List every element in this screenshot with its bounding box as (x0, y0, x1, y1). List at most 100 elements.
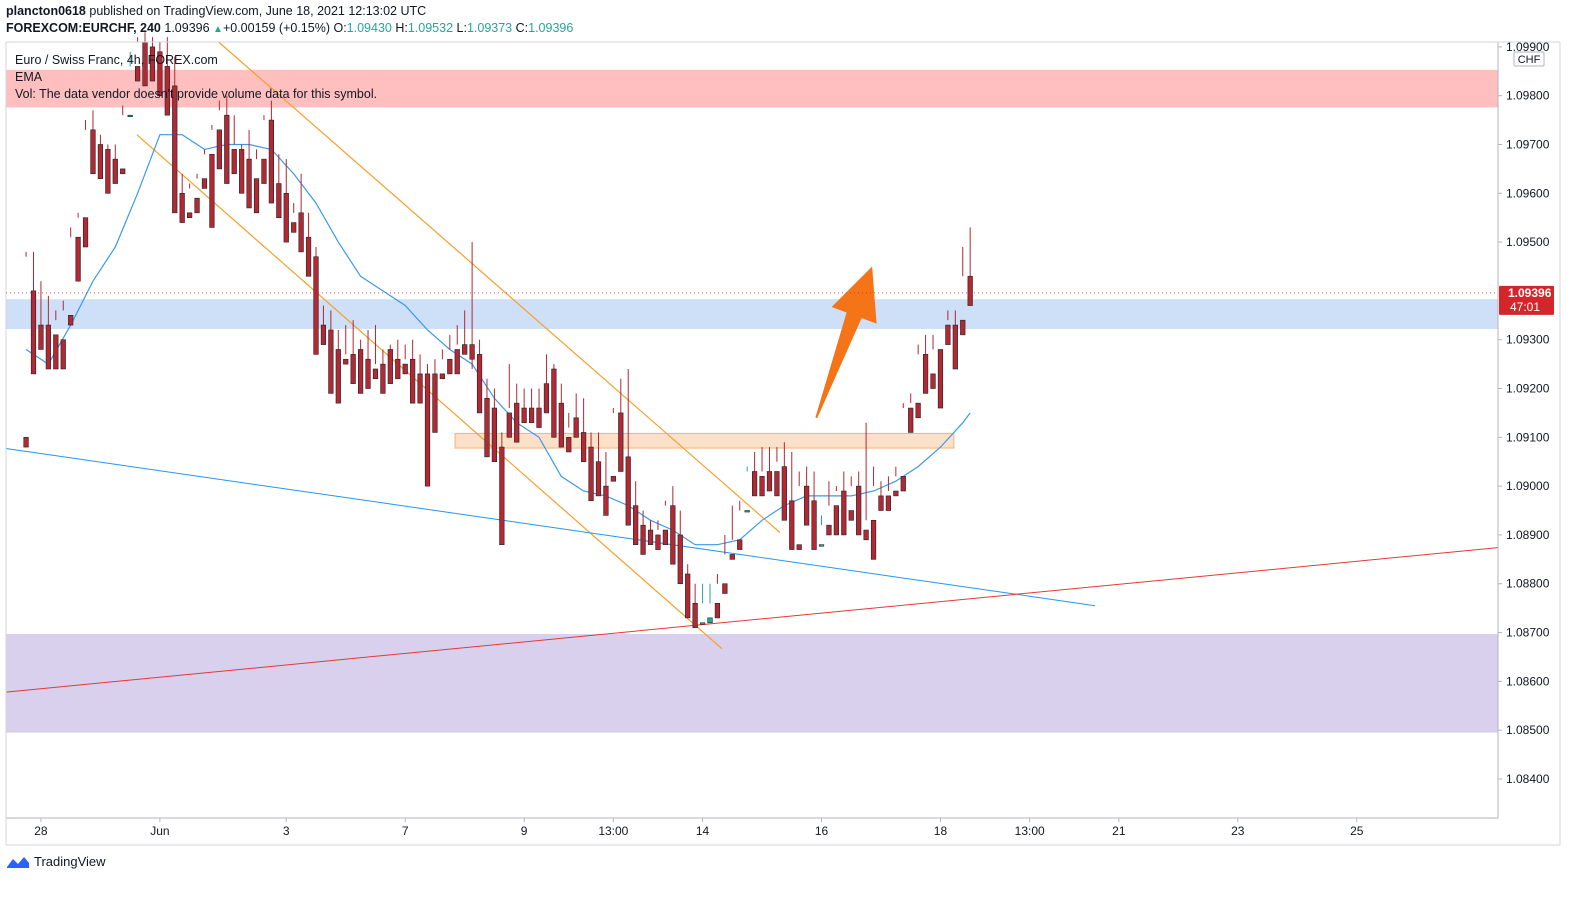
candle (952, 310, 958, 370)
candle-body (796, 544, 802, 550)
candle (870, 466, 877, 560)
candle (714, 573, 721, 619)
legend-ema[interactable]: EMA (15, 70, 43, 84)
legend-series-title[interactable]: Euro / Swiss Franc, 4h, FOREX.com (15, 53, 218, 67)
candle (967, 227, 973, 306)
time-tick-label: 13:00 (1015, 824, 1045, 838)
candle (633, 481, 639, 545)
candle (23, 251, 29, 448)
candle (789, 451, 795, 550)
tradingview-brand[interactable]: TradingView (34, 854, 106, 869)
candles-layer (23, 32, 973, 628)
candle (640, 510, 646, 555)
resistance-zone (6, 69, 1498, 108)
candle-body (714, 602, 721, 619)
candle-body (380, 363, 386, 394)
candle (960, 246, 966, 336)
descending-trendline (5, 448, 1096, 607)
candle (514, 383, 520, 443)
price-change: +0.00159 (+0.15%) (222, 21, 330, 35)
arrow-layer (815, 266, 877, 419)
candle (313, 246, 319, 355)
candle-body (640, 524, 646, 555)
candle-body (707, 617, 713, 624)
candle (499, 432, 505, 545)
candle (53, 310, 59, 370)
candle-body (729, 554, 735, 560)
candle-body (766, 471, 773, 492)
candle-body (856, 485, 862, 536)
candle-body (499, 446, 505, 545)
candle-body (618, 412, 624, 472)
candle (766, 447, 773, 492)
high-label: H: (395, 21, 408, 35)
candle (581, 398, 587, 463)
candle-body (841, 490, 847, 536)
candle-body (878, 495, 884, 511)
price-tick-label: 1.09200 (1506, 382, 1550, 396)
candle-body (633, 505, 639, 545)
time-tick-label: Jun (150, 824, 169, 838)
candle (424, 364, 431, 487)
open-value: 1.09430 (346, 21, 392, 35)
tradingview-footer: TradingView (6, 854, 106, 869)
candle-body (848, 510, 854, 521)
candle (737, 500, 743, 550)
price-tick-label: 1.08600 (1506, 674, 1550, 688)
candle (945, 310, 951, 345)
candle (647, 520, 654, 545)
candle (402, 344, 408, 375)
candle (216, 100, 222, 170)
candle-body (566, 437, 572, 453)
candle-body (53, 334, 59, 370)
symbol-name[interactable]: FOREXCOM:EURCHF, 240 (6, 21, 161, 35)
candle-body (350, 354, 356, 384)
candle-body (915, 402, 921, 419)
candle-body (261, 158, 267, 184)
candle-body (105, 149, 111, 194)
candle (618, 378, 624, 472)
candle-body (833, 505, 839, 536)
time-tick-label: 18 (934, 824, 948, 838)
ascending-trendline (5, 547, 1499, 693)
up-triangle-icon: ▲ (213, 24, 223, 35)
candle (551, 364, 557, 438)
axes-layer: 1.09900 1.09800 1.09700 1.09600 1.09500 1.093… (5, 40, 1561, 846)
price-tick-label: 1.09000 (1506, 479, 1550, 493)
candle (172, 56, 178, 214)
candle (30, 251, 37, 375)
candle-body (692, 602, 698, 628)
candle-body (528, 407, 535, 423)
candle-body (164, 66, 170, 116)
author-name[interactable]: plancton0618 (6, 4, 86, 18)
candle-body (811, 500, 817, 550)
candle (707, 583, 713, 624)
price-tick-label: 1.08400 (1506, 772, 1550, 786)
legend-volume-note[interactable]: Vol: The data vendor doesn't provide vol… (15, 87, 378, 101)
candle (588, 432, 594, 502)
price-tick-label: 1.09300 (1506, 333, 1550, 347)
candle (134, 37, 141, 82)
candle (454, 325, 460, 375)
candle-body (179, 192, 185, 223)
candle-body (885, 495, 892, 511)
candle (127, 51, 133, 118)
candle-body (447, 358, 453, 375)
candle-body (313, 256, 319, 355)
candle (729, 505, 735, 560)
candle (350, 320, 356, 384)
candle-body (305, 236, 312, 277)
candle-body (818, 544, 825, 547)
price-tick-label: 1.09600 (1506, 186, 1550, 200)
candle (410, 339, 416, 404)
price-tick-label: 1.08800 (1506, 577, 1550, 591)
candle-body (82, 217, 89, 248)
candle (97, 134, 104, 179)
candle-body (922, 354, 929, 394)
candle (543, 354, 550, 414)
time-tick-label: 14 (696, 824, 710, 838)
demand-zone (6, 634, 1498, 733)
candle-body (677, 534, 683, 585)
high-value: 1.09532 (407, 21, 454, 35)
